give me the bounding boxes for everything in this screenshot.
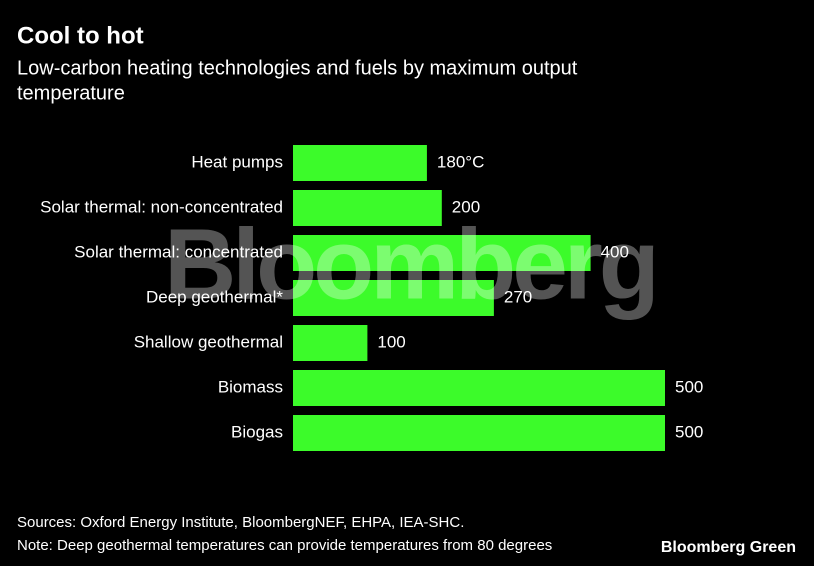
value-label: 500	[675, 377, 703, 396]
value-label: 180°C	[437, 152, 484, 171]
bar	[293, 235, 591, 271]
category-label: Heat pumps	[191, 152, 283, 171]
value-label: 500	[675, 422, 703, 441]
bar	[293, 280, 494, 316]
watermark: Bloomberg	[164, 208, 656, 320]
category-label: Shallow geothermal	[134, 332, 283, 351]
chart-subtitle: Low-carbon heating technologies and fuel…	[17, 57, 578, 79]
category-label: Deep geothermal*	[146, 287, 283, 306]
bar	[293, 190, 442, 226]
logo: Bloomberg Green	[661, 539, 796, 556]
bar	[293, 370, 665, 406]
value-label: 270	[504, 287, 532, 306]
plot-area: Heat pumps 180°C Solar thermal: non-concen…	[40, 145, 703, 451]
category-label: Solar thermal: non-concentrated	[40, 197, 283, 216]
chart-title: Cool to hot	[17, 22, 144, 49]
bar	[293, 325, 368, 361]
bar	[293, 145, 427, 181]
note: Note: Deep geothermal temperatures can p…	[17, 537, 552, 554]
logo-background	[640, 532, 814, 562]
bar	[293, 415, 665, 451]
category-label: Biogas	[231, 422, 283, 441]
value-label: 100	[377, 332, 405, 351]
sources: Sources: Oxford Energy Institute, Bloomb…	[17, 514, 464, 531]
category-label: Solar thermal: concentrated	[74, 242, 283, 261]
chart-subtitle: temperature	[17, 82, 125, 104]
value-label: 200	[452, 197, 480, 216]
value-label: 400	[601, 242, 629, 261]
category-label: Biomass	[218, 377, 283, 396]
